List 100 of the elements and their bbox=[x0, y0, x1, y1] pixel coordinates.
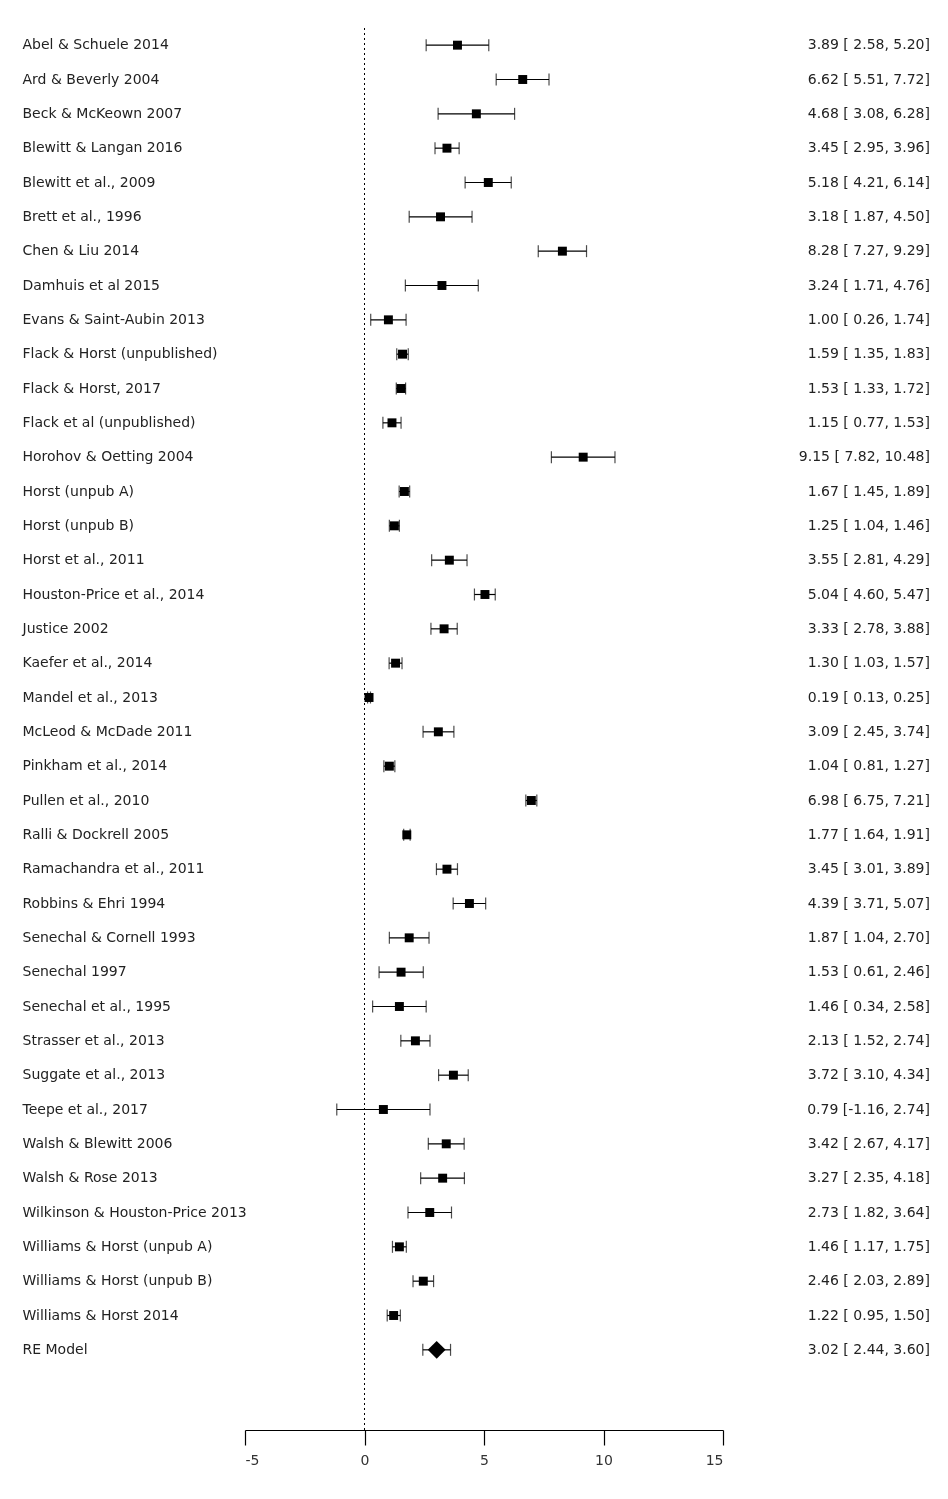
y-tick-label: Pullen et al., 2010 bbox=[22, 791, 150, 808]
text: 1.00 [ 0.26, 1.74] bbox=[807, 310, 930, 327]
point bbox=[378, 1105, 388, 1114]
point bbox=[427, 1340, 446, 1359]
text: 1.04 [ 0.81, 1.27] bbox=[807, 757, 930, 774]
y-tick-label: Senechal 1997 bbox=[22, 963, 127, 980]
y-tick-label: Blewitt et al., 2009 bbox=[22, 173, 156, 190]
y-tick-label: Horohov & Oetting 2004 bbox=[22, 448, 194, 465]
text: 3.72 [ 3.10, 4.34] bbox=[807, 1066, 930, 1083]
y-tick-label: Abel & Schuele 2014 bbox=[22, 36, 169, 53]
point bbox=[464, 899, 474, 908]
y-tick-label: Horst (unpub A) bbox=[22, 482, 134, 499]
y-tick-label: Williams & Horst (unpub B) bbox=[22, 1272, 213, 1289]
text: 1.53 [ 0.61, 2.46] bbox=[807, 963, 930, 980]
text: 6.98 [ 6.75, 7.21] bbox=[807, 791, 930, 808]
y-tick-label: Mandel et al., 2013 bbox=[22, 688, 158, 705]
y-tick-label: Horst (unpub B) bbox=[22, 516, 134, 533]
text: 3.24 [ 1.71, 4.76] bbox=[807, 276, 930, 293]
y-tick-label: Blewitt & Langan 2016 bbox=[22, 139, 183, 156]
text: 4.68 [ 3.08, 6.28] bbox=[807, 104, 930, 121]
y-tick-label: Williams & Horst (unpub A) bbox=[22, 1237, 213, 1254]
text: 0.79 [-1.16, 2.74] bbox=[807, 1100, 930, 1117]
text: 2.73 [ 1.82, 3.64] bbox=[807, 1203, 930, 1220]
y-tick-label: Williams & Horst 2014 bbox=[22, 1306, 179, 1323]
text: 3.89 [ 2.58, 5.20] bbox=[807, 36, 930, 53]
y-tick-label: Wilkinson & Houston-Price 2013 bbox=[22, 1203, 247, 1220]
text: 1.87 [ 1.04, 2.70] bbox=[807, 928, 930, 945]
y-tick-label: McLeod & McDade 2011 bbox=[22, 722, 193, 739]
text: 5.04 [ 4.60, 5.47] bbox=[807, 585, 930, 602]
text: 3.45 [ 3.01, 3.89] bbox=[807, 860, 930, 877]
text: 1.15 [ 0.77, 1.53] bbox=[807, 413, 930, 430]
point bbox=[418, 1276, 428, 1286]
text: 2.13 [ 1.52, 2.74] bbox=[807, 1031, 930, 1048]
point bbox=[410, 1036, 420, 1046]
text: 1.59 [ 1.35, 1.83] bbox=[807, 345, 930, 362]
y-tick-label: Flack & Horst (unpublished) bbox=[22, 345, 218, 362]
x-tick-label: 0 bbox=[360, 1451, 370, 1468]
x-tick-label: -5 bbox=[245, 1451, 260, 1468]
text: 1.67 [ 1.45, 1.89] bbox=[807, 482, 930, 499]
y-tick-label: Evans & Saint-Aubin 2013 bbox=[22, 310, 205, 327]
point bbox=[483, 178, 493, 187]
point bbox=[383, 315, 393, 325]
point bbox=[441, 1139, 451, 1149]
point bbox=[448, 1070, 458, 1080]
point bbox=[442, 143, 452, 153]
text: 3.42 [ 2.67, 4.17] bbox=[807, 1134, 930, 1151]
text: 3.27 [ 2.35, 4.18] bbox=[807, 1169, 930, 1186]
y-tick-label: RE Model bbox=[22, 1340, 88, 1357]
point bbox=[433, 727, 443, 737]
y-tick-label: Ralli & Dockrell 2005 bbox=[22, 825, 170, 842]
point bbox=[437, 281, 447, 290]
text: 1.25 [ 1.04, 1.46] bbox=[807, 516, 930, 533]
point bbox=[404, 933, 414, 943]
text: 3.45 [ 2.95, 3.96] bbox=[807, 139, 930, 156]
point bbox=[471, 109, 481, 119]
y-tick-label: Justice 2002 bbox=[21, 619, 109, 636]
y-tick-label: Chen & Liu 2014 bbox=[22, 242, 140, 259]
point bbox=[438, 1173, 448, 1183]
y-tick-label: Beck & McKeown 2007 bbox=[22, 104, 183, 121]
point bbox=[444, 555, 454, 565]
y-tick-label: Kaefer et al., 2014 bbox=[22, 654, 153, 671]
text: 1.30 [ 1.03, 1.57] bbox=[807, 654, 930, 671]
y-tick-label: Ard & Beverly 2004 bbox=[22, 70, 160, 87]
y-tick-label: Walsh & Rose 2013 bbox=[22, 1169, 158, 1186]
y-tick-label: Strasser et al., 2013 bbox=[22, 1031, 165, 1048]
x-tick-label: 10 bbox=[595, 1451, 613, 1468]
text: 1.77 [ 1.64, 1.91] bbox=[807, 825, 930, 842]
y-tick-label: Flack et al (unpublished) bbox=[22, 413, 196, 430]
point bbox=[425, 1208, 435, 1217]
text: 8.28 [ 7.27, 9.29] bbox=[807, 242, 930, 259]
text: 3.09 [ 2.45, 3.74] bbox=[807, 722, 930, 739]
y-tick-label: Senechal & Cornell 1993 bbox=[22, 928, 196, 945]
point bbox=[394, 1002, 404, 1011]
text: 6.62 [ 5.51, 7.72] bbox=[807, 70, 930, 87]
x-tick-label: 15 bbox=[705, 1451, 724, 1468]
y-tick-label: Horst et al., 2011 bbox=[22, 551, 145, 568]
y-tick-label: Pinkham et al., 2014 bbox=[22, 757, 168, 774]
text: 3.02 [ 2.44, 3.60] bbox=[807, 1340, 930, 1357]
point bbox=[442, 864, 452, 874]
y-tick-label: Ramachandra et al., 2011 bbox=[22, 860, 205, 877]
text: 5.18 [ 4.21, 6.14] bbox=[807, 173, 930, 190]
text: 3.55 [ 2.81, 4.29] bbox=[807, 551, 930, 568]
y-tick-label: Teepe et al., 2017 bbox=[21, 1100, 148, 1117]
point bbox=[453, 40, 462, 50]
x-tick-label: 5 bbox=[480, 1451, 489, 1468]
y-tick-label: Flack & Horst, 2017 bbox=[22, 379, 161, 396]
text: 1.22 [ 0.95, 1.50] bbox=[807, 1306, 930, 1323]
y-tick-label: Suggate et al., 2013 bbox=[22, 1066, 166, 1083]
point bbox=[578, 452, 588, 462]
text: 9.15 [ 7.82, 10.48] bbox=[798, 448, 930, 465]
text: 1.46 [ 0.34, 2.58] bbox=[807, 997, 930, 1014]
point bbox=[436, 212, 445, 222]
text: 3.33 [ 2.78, 3.88] bbox=[807, 619, 930, 636]
text: 4.39 [ 3.71, 5.07] bbox=[807, 894, 930, 911]
text: 0.19 [ 0.13, 0.25] bbox=[807, 688, 930, 705]
y-tick-label: Houston-Price et al., 2014 bbox=[22, 585, 205, 602]
point bbox=[396, 967, 406, 977]
point bbox=[439, 624, 449, 634]
y-tick-label: Robbins & Ehri 1994 bbox=[22, 894, 166, 911]
point bbox=[518, 75, 528, 84]
